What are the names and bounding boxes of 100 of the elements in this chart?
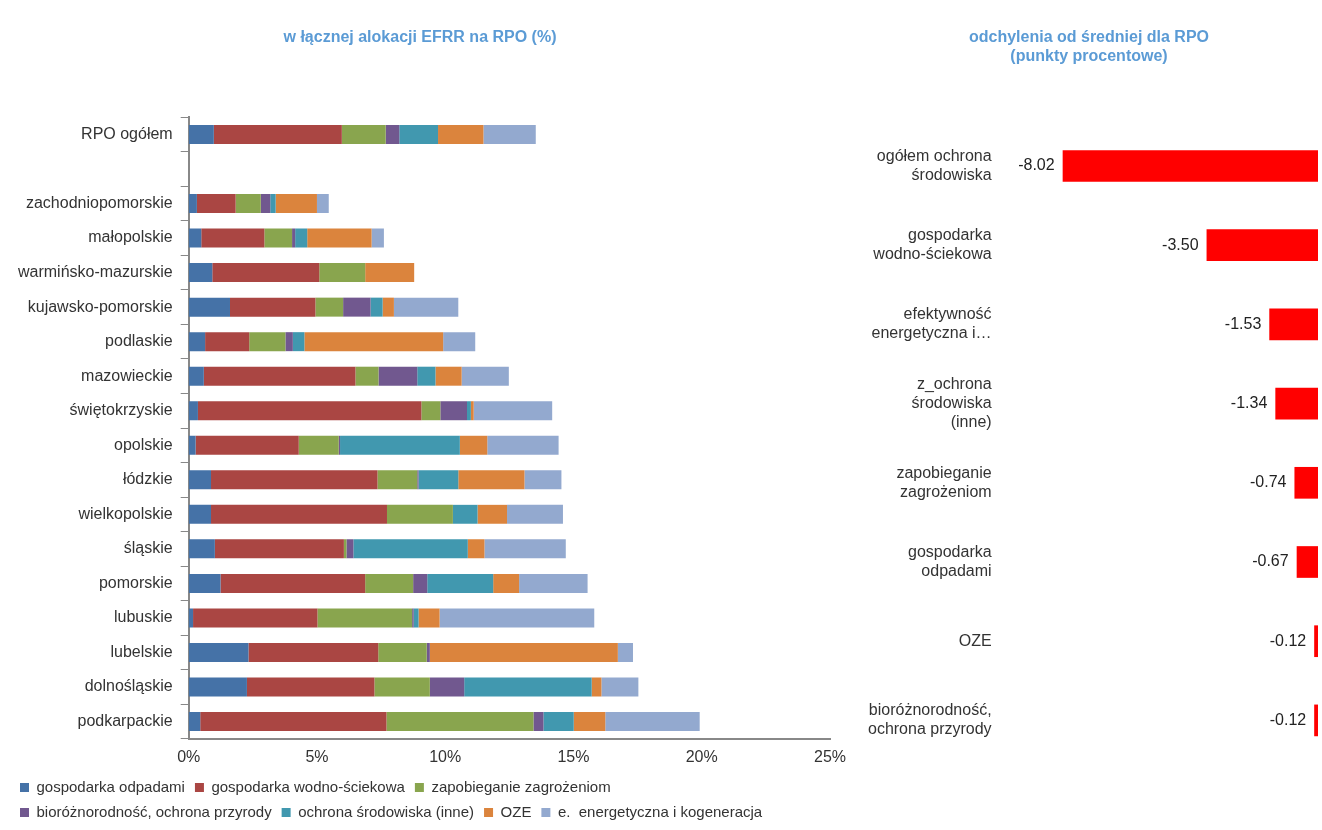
bar xyxy=(188,228,202,248)
data-label: -8.02 xyxy=(1018,156,1055,174)
bar xyxy=(493,573,520,593)
bar xyxy=(377,470,418,490)
bar xyxy=(533,712,544,732)
bar xyxy=(355,366,379,386)
bar xyxy=(315,297,344,317)
bar xyxy=(464,677,592,697)
bar xyxy=(524,470,562,490)
bar xyxy=(385,124,400,144)
y-tick-label: opolskie xyxy=(113,435,173,453)
y-tick-label: świętokrzyskie xyxy=(69,401,173,419)
bar xyxy=(573,712,606,732)
bar xyxy=(413,608,419,628)
bar xyxy=(438,124,484,144)
bar xyxy=(426,642,430,662)
bar xyxy=(382,297,394,317)
data-label: -0.67 xyxy=(1252,552,1289,570)
bar xyxy=(507,504,563,524)
bar xyxy=(292,228,296,248)
bar xyxy=(393,297,459,317)
y-tick-label: efektywność energetyczna i… xyxy=(871,305,992,342)
bar xyxy=(188,608,194,628)
bar xyxy=(477,504,508,524)
bar xyxy=(188,642,249,662)
bar xyxy=(378,642,427,662)
bar xyxy=(484,539,566,559)
bar xyxy=(188,124,214,144)
y-tick-label: lubuskie xyxy=(113,608,173,626)
y-tick-label: bioróżnorodność, ochrona przyrody xyxy=(867,701,992,738)
bar xyxy=(295,228,308,248)
bar xyxy=(483,124,536,144)
y-tick-label: gospodarka wodno-ściekowa xyxy=(872,226,992,263)
bar xyxy=(264,228,293,248)
chart-title: w łącznej alokacji EFRR na RPO (%) xyxy=(282,28,557,46)
bar xyxy=(374,677,430,697)
bar xyxy=(188,539,215,559)
bar xyxy=(371,228,384,248)
bar xyxy=(413,573,428,593)
bar xyxy=(188,366,204,386)
y-tick-label: pomorskie xyxy=(98,573,173,591)
bar xyxy=(307,228,372,248)
bar xyxy=(188,573,221,593)
bar xyxy=(459,435,488,455)
bar xyxy=(260,194,271,214)
y-tick-label: dolnośląskie xyxy=(84,677,173,695)
bar xyxy=(188,401,198,421)
bar xyxy=(214,539,344,559)
legend-label: zapobieganie zagrożeniom xyxy=(431,777,611,795)
bar xyxy=(399,124,439,144)
bar xyxy=(353,539,468,559)
bar xyxy=(487,435,559,455)
bar xyxy=(519,573,588,593)
y-tick-label: ogółem ochrona środowiska xyxy=(876,146,992,184)
bar xyxy=(440,401,468,421)
y-tick-label: wielkopolskie xyxy=(77,504,173,522)
bar xyxy=(212,263,320,283)
y-tick-label: łódzkie xyxy=(122,470,173,488)
bar xyxy=(365,263,415,283)
bar xyxy=(196,194,236,214)
x-tick-label: 10% xyxy=(429,747,462,765)
bar xyxy=(275,194,317,214)
bar xyxy=(429,642,618,662)
bar xyxy=(317,608,413,628)
bar xyxy=(461,366,509,386)
y-tick-label: śląskie xyxy=(123,539,173,557)
bar xyxy=(543,712,574,732)
bar xyxy=(386,712,534,732)
y-tick-label: kujawsko-pomorskie xyxy=(27,297,173,315)
y-tick-label: z_ochrona środowiska (inne) xyxy=(911,374,992,431)
bar xyxy=(193,608,318,628)
bar xyxy=(188,263,213,283)
bar xyxy=(304,332,444,352)
bar xyxy=(285,332,293,352)
bar xyxy=(230,297,316,317)
bar xyxy=(467,539,485,559)
y-tick-label: zapobieganie zagrożeniom xyxy=(896,463,992,500)
bar xyxy=(421,401,441,421)
bar xyxy=(378,366,418,386)
y-tick-label: zachodniopomorskie xyxy=(25,193,173,211)
x-tick-label: 5% xyxy=(305,747,329,765)
bar xyxy=(197,401,422,421)
bar xyxy=(443,332,476,352)
bar xyxy=(418,608,440,628)
bar xyxy=(188,435,196,455)
bar xyxy=(188,297,230,317)
bar xyxy=(439,608,595,628)
bar xyxy=(249,332,286,352)
bar xyxy=(365,573,414,593)
bar xyxy=(601,677,639,697)
y-tick-label: podlaskie xyxy=(105,332,173,350)
bar xyxy=(452,504,478,524)
bar xyxy=(319,263,366,283)
y-tick-label: małopolskie xyxy=(88,228,173,246)
bar xyxy=(205,332,250,352)
y-tick-label: OZE xyxy=(958,631,992,649)
bar xyxy=(346,539,354,559)
data-label: -0.12 xyxy=(1269,710,1307,728)
chart-title: odchylenia od średniej dla RPO (punkty procentowe) xyxy=(968,28,1210,65)
x-tick-label: 15% xyxy=(557,747,590,765)
